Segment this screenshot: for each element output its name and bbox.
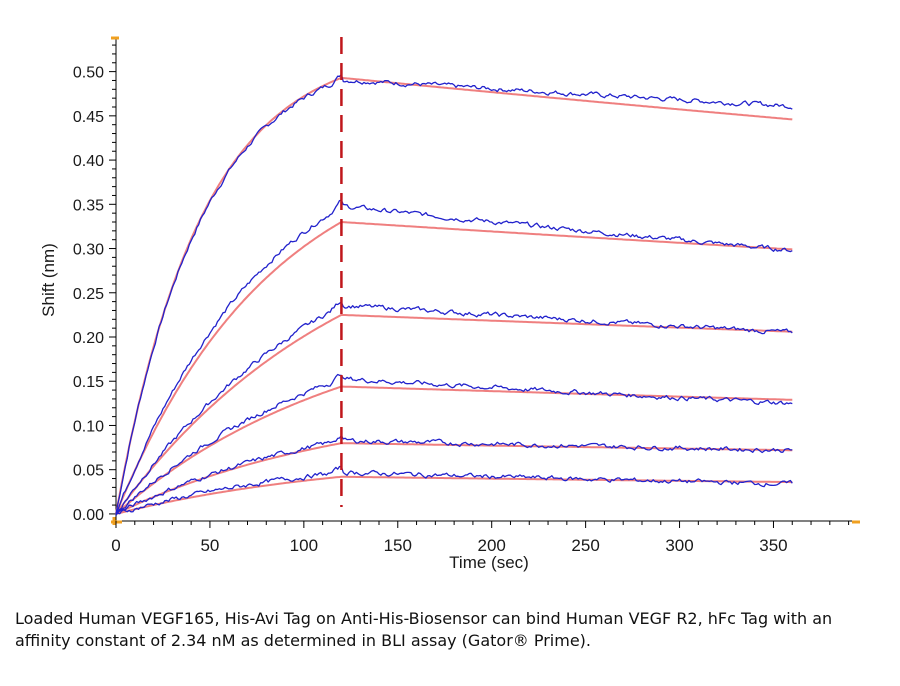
x-tick-label: 350 [759, 536, 787, 555]
measured-curve [115, 465, 793, 515]
measured-curve [115, 301, 793, 515]
y-tick-label: 0.05 [73, 463, 104, 480]
fit-curve [115, 385, 793, 515]
y-tick-label: 0.45 [73, 109, 104, 126]
x-tick-label: 300 [665, 536, 693, 555]
measured-curve [115, 199, 793, 516]
measured-curve [115, 434, 793, 515]
x-tick-label: 0 [111, 536, 120, 555]
x-tick-label: 100 [290, 536, 318, 555]
binding-kinetics-chart: 0 50 100 150 200 250 300 350 0.00 0.05 0.10 0.15 0.2… [39, 36, 860, 572]
x-tick-label: 250 [571, 536, 599, 555]
fit-curve [115, 221, 793, 515]
y-axis-title: Shift (nm) [39, 243, 58, 317]
y-tick-label: 0.00 [73, 507, 104, 524]
fit-curve [115, 313, 793, 515]
y-tick-label: 0.40 [73, 153, 104, 170]
x-tick-label: 200 [478, 536, 506, 555]
y-tick-label: 0.15 [73, 374, 104, 391]
measured-curve [115, 73, 793, 515]
y-tick-label: 0.50 [73, 65, 104, 82]
y-tick-label: 0.10 [73, 418, 104, 435]
measured-curve [115, 373, 793, 516]
fit-curve [115, 475, 793, 515]
y-tick-label: 0.25 [73, 286, 104, 303]
x-axis-title: Time (sec) [449, 553, 529, 572]
y-tick-label: 0.20 [73, 330, 104, 347]
y-tick-label: 0.30 [73, 242, 104, 259]
y-tick-label: 0.35 [73, 197, 104, 214]
x-tick-label: 150 [384, 536, 412, 555]
figure-caption: Loaded Human VEGF165, His-Avi Tag on Ant… [15, 609, 833, 650]
x-tick-label: 50 [200, 536, 219, 555]
